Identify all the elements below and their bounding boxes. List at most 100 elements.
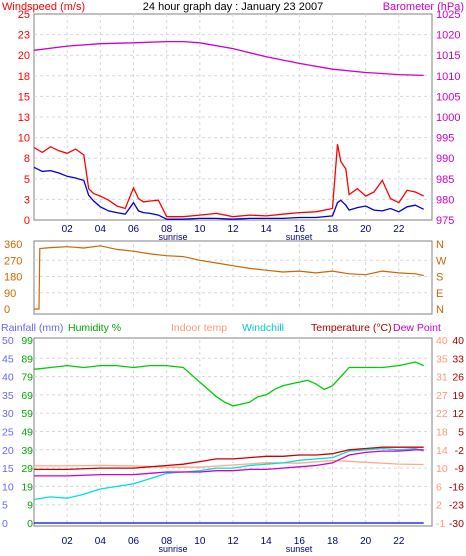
x-tick-label: 04 [95,224,107,235]
windspeed-tick-label: 8 [24,153,30,165]
x-tick-label: 06 [128,536,140,547]
series-line [33,40,424,77]
rainfall-tick-label: 40 [2,372,14,384]
chart-title: 24 hour graph day : January 23 2007 [143,1,323,13]
windspeed-tick-label: 25 [18,9,30,21]
x-tick-label: 02 [62,224,74,235]
series-line [34,459,424,468]
indoor-tick-label: 35 [436,353,448,365]
indoor-tick-label: 27 [436,390,448,402]
compass-tick-label: W [436,255,447,267]
series-line [33,361,424,407]
rainfall-tick-label: 45 [2,353,14,365]
indoor-tick-label: 2 [436,500,442,512]
indoor-tick-label: 40 [436,335,448,347]
x-tick-label: 22 [393,224,405,235]
temperature-tick-label: -23 [449,500,464,512]
sunrise-marker-bottom: sunrise [158,544,187,554]
direction-tick-label: 90 [4,288,16,300]
rainfall-tick-label: 30 [2,408,14,420]
compass-tick-label: N [436,239,444,251]
barometer-tick-label: 1015 [436,50,460,62]
humidity-tick-label: 9 [27,500,33,512]
barometer-tick-label: 985 [436,174,454,186]
direction-tick-label: 270 [4,255,22,267]
windspeed-tick-label: 0 [24,215,30,227]
temperature-tick-label: 19 [452,390,464,402]
temperature-tick-label: -30 [449,518,464,530]
panel3-series [33,361,424,524]
windspeed-tick-label: 20 [18,50,30,62]
indoor-tick-label: 31 [436,372,448,384]
panel2-frame [33,240,433,315]
rainfall-tick-label: 20 [2,445,14,457]
x-tick-label: 04 [95,536,107,547]
rainfall-tick-label: 10 [2,481,14,493]
windspeed-tick-label: 15 [18,91,30,103]
compass-tick-label: S [436,272,443,284]
panel2-series [34,245,424,310]
humidity-tick-label: 99 [21,335,33,347]
panel1-x-tick-labels: 02 04 06 08 10 12 14 16 18 20 22 [62,224,405,235]
humidity-tick-label: 89 [21,353,33,365]
direction-tick-label: 0 [4,304,10,316]
x-tick-label: 12 [227,536,239,547]
temperature-tick-label: -16 [449,481,464,493]
series-line [34,449,424,477]
sunset-marker: sunset [286,232,313,242]
panel1-grid [34,14,432,220]
series-line [33,144,424,218]
rainfall-tick-label: 0 [2,518,8,530]
temperature-tick-label: 40 [452,335,464,347]
humidity-tick-label: 0 [27,518,33,530]
humidity-tick-label: 59 [21,408,33,420]
humidity-tick-label: 69 [21,390,33,402]
direction-degree-labels: 0 90 180 270 360 [4,239,22,316]
x-tick-label: 22 [393,536,405,547]
panel2-grid [34,244,432,309]
rainfall-tick-label: 35 [2,390,14,402]
windspeed-tick-labels: 0 3 5 8 10 13 15 18 20 23 25 [18,9,30,227]
x-tick-label: 10 [194,536,206,547]
humidity-label: Humidity % [68,322,121,334]
x-tick-label: 16 [294,536,306,547]
humidity-tick-label: 19 [21,481,33,493]
temperature-tick-label: 12 [452,408,464,420]
rainfall-tick-label: 50 [2,335,14,347]
x-tick-label: 02 [62,536,74,547]
direction-tick-label: 180 [4,272,22,284]
indoor-tick-label: 18 [436,427,448,439]
rainfall-tick-label: 15 [2,463,14,475]
windspeed-tick-label: 18 [18,71,30,83]
rainfall-tick-label: 25 [2,427,14,439]
barometer-tick-labels: 975 980 985 990 995 1000 1005 1010 1015 1020 1025 [436,9,460,227]
x-tick-label: 20 [360,536,372,547]
windspeed-tick-label: 13 [18,112,30,124]
barometer-tick-label: 995 [436,133,454,145]
temperature-tick-label: -9 [455,463,464,475]
windchill-label: Windchill [242,322,284,334]
indoor-temp-label: Indoor temp [171,322,227,334]
x-tick-label: 14 [261,224,273,235]
indoor-tick-label: 22 [436,408,448,420]
rainfall-label: Rainfall (mm) [1,322,63,334]
barometer-tick-label: 1025 [436,9,460,21]
windspeed-axis-title: Windspeed (m/s) [2,1,85,13]
x-tick-label: 12 [227,224,239,235]
series-line [34,446,424,471]
temperature-tick-label: 5 [458,427,464,439]
x-tick-label: 08 [161,536,173,547]
humidity-tick-label: 79 [21,372,33,384]
indoor-tick-label: 10 [436,463,448,475]
direction-tick-label: 360 [4,239,22,251]
windspeed-tick-label: 3 [24,194,30,206]
panel3-x-tick-labels: 02 04 06 08 10 12 14 16 18 20 22 [62,536,405,547]
temperature-humidity-panel: Rainfall (mm) Humidity % Indoor temp Win… [1,322,464,554]
x-tick-label: 10 [194,224,206,235]
barometer-tick-label: 1005 [436,91,460,103]
x-tick-label: 18 [327,536,339,547]
dewpoint-label: Dew Point [393,322,441,334]
